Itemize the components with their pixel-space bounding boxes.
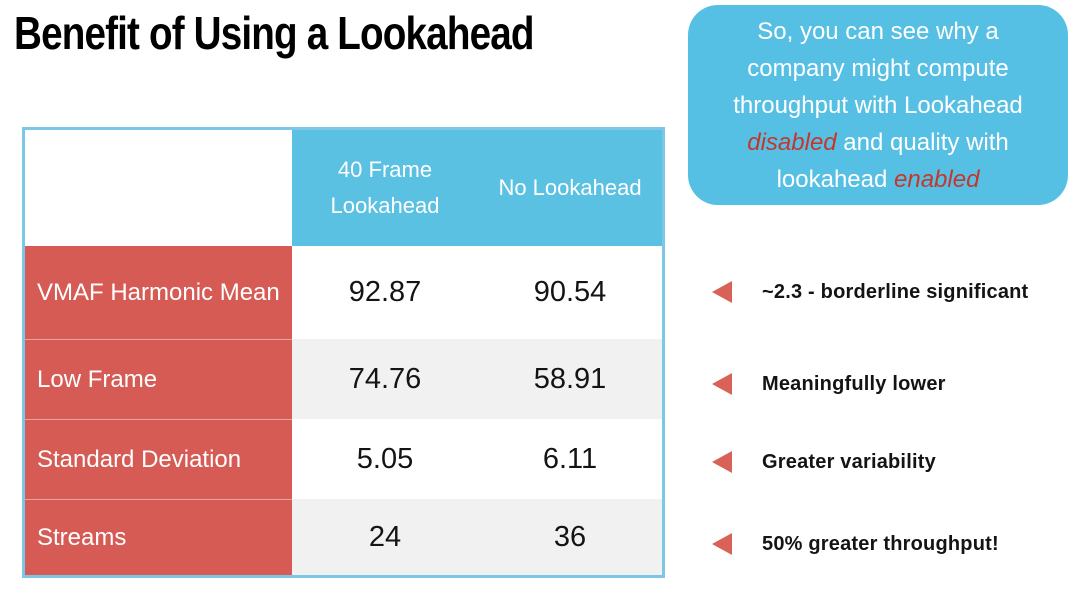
callout-emphasis-text: disabled bbox=[747, 128, 837, 156]
page-title: Benefit of Using a Lookahead bbox=[14, 7, 534, 59]
annotation-text: Meaningfully lower bbox=[762, 372, 946, 395]
annotation-row: Greater variability bbox=[712, 447, 936, 477]
annotation-text: 50% greater throughput! bbox=[762, 532, 999, 555]
annotation-text: Greater variability bbox=[762, 450, 936, 473]
table-value-cell: 36 bbox=[478, 499, 662, 575]
left-arrow-icon bbox=[712, 451, 732, 473]
table-value-cell: 6.11 bbox=[542, 442, 598, 475]
callout-emphasis-text: enabled bbox=[894, 165, 980, 193]
left-arrow-icon bbox=[712, 533, 732, 555]
table-value-cell: 74.76 bbox=[292, 339, 478, 419]
table-header-40-frame-lookahead: 40 Frame Lookahead bbox=[292, 130, 478, 246]
table-value-cell: 90.54 bbox=[533, 276, 607, 308]
table-header-no-lookahead: No Lookahead bbox=[478, 130, 662, 246]
callout-segment: and quality with lookahead bbox=[776, 128, 1009, 193]
annotation-row: ~2.3 - borderline significant bbox=[712, 277, 1028, 307]
table-value-cell: 24 bbox=[292, 499, 478, 575]
callout-segment: So, you can see why a company might comp… bbox=[733, 17, 1023, 119]
table-row-label: Low Frame bbox=[25, 339, 292, 419]
callout-bubble: So, you can see why a company might comp… bbox=[688, 5, 1068, 205]
table-row-label: Standard Deviation bbox=[25, 419, 292, 499]
table-row-label: Streams bbox=[25, 499, 292, 575]
table-corner-cell bbox=[25, 130, 292, 246]
annotation-text: ~2.3 - borderline significant bbox=[762, 280, 1029, 303]
comparison-table: 40 Frame Lookahead No Lookahead VMAF Har… bbox=[22, 127, 665, 578]
annotation-row: Meaningfully lower bbox=[712, 369, 946, 399]
table-row-label: VMAF Harmonic Mean bbox=[25, 246, 292, 339]
table-value-cell: 58.91 bbox=[478, 339, 662, 419]
table-value-cell: 92.87 bbox=[348, 276, 422, 308]
table-value-cell: 5.05 bbox=[356, 442, 414, 475]
left-arrow-icon bbox=[712, 373, 732, 395]
annotation-row: 50% greater throughput! bbox=[712, 529, 999, 559]
callout-text: So, you can see why a company might comp… bbox=[706, 13, 1050, 198]
left-arrow-icon bbox=[712, 281, 732, 303]
